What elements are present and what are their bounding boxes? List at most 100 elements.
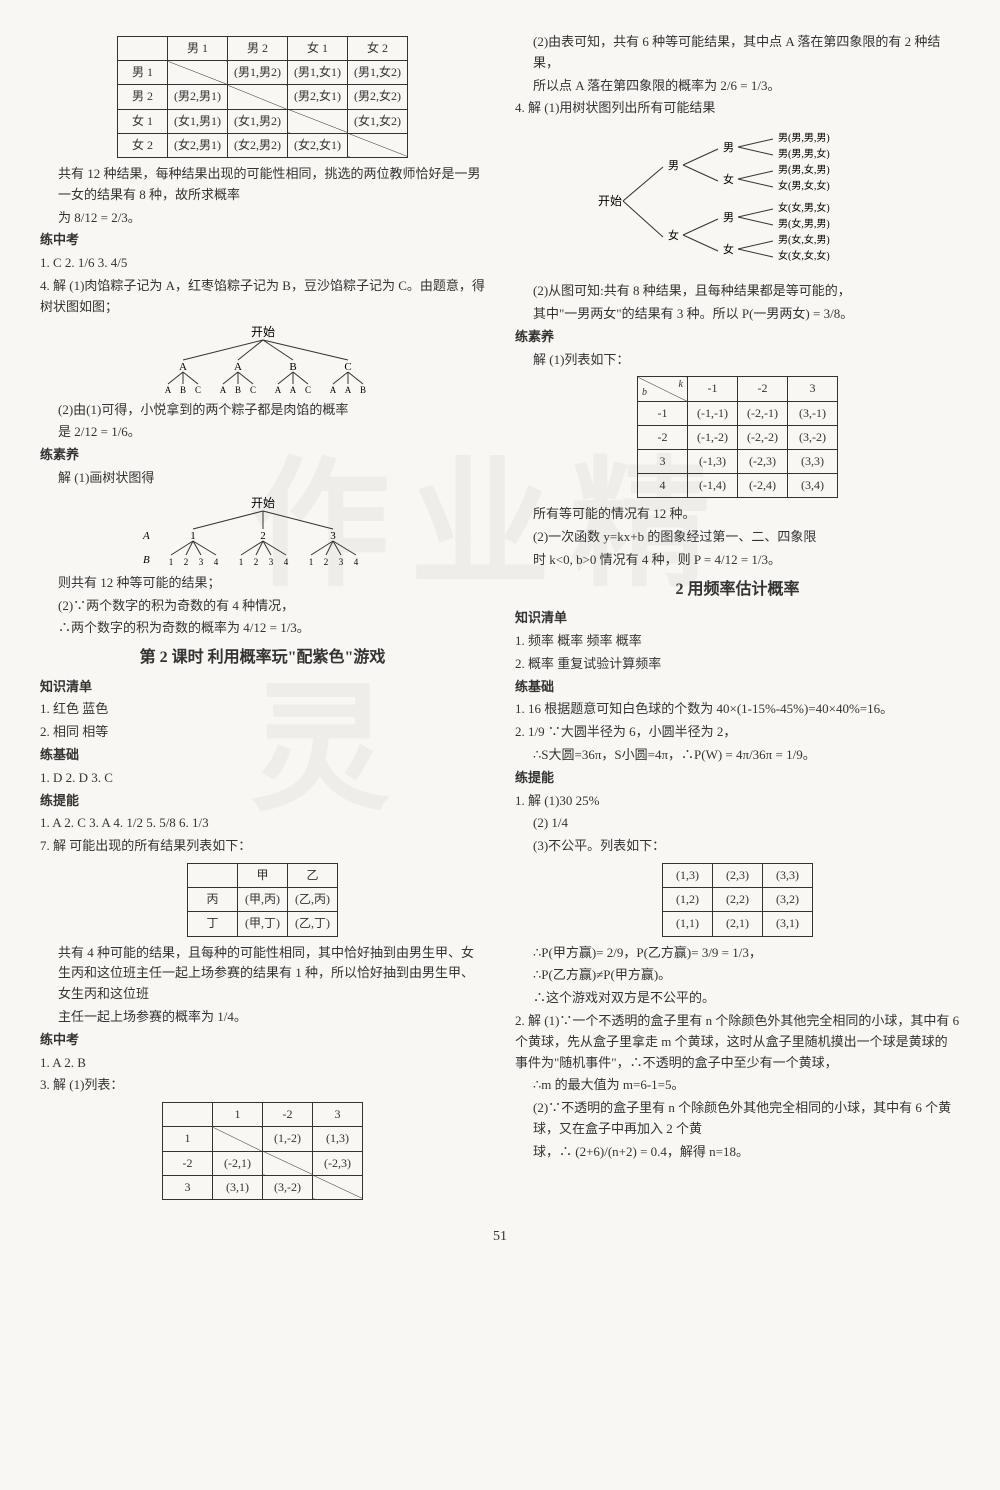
text: 共有 4 种可能的结果，且每种的可能性相同，其中恰好抽到由男生甲、女生丙和这位班… [40, 943, 485, 1005]
heading-lianzhongkao: 练中考 [40, 1030, 485, 1051]
cell: 女 1 [118, 109, 168, 133]
cell: -2 [163, 1151, 213, 1175]
table-results-3: 1 -2 3 1 (1,-2) (1,3) -2 (-2,1) (-2,3) 3… [162, 1102, 363, 1200]
cell: (3,-2) [788, 425, 838, 449]
svg-text:3: 3 [338, 557, 343, 567]
svg-text:2: 2 [183, 557, 188, 567]
text: ∴S大圆=36π，S小圆=4π，∴P(W) = 4π/36π = 1/9。 [515, 745, 960, 766]
text: ∴这个游戏对双方是不公平的。 [515, 988, 960, 1009]
text: 1. 频率 概率 频率 概率 [515, 631, 960, 652]
cell: (男2,男1) [168, 85, 228, 109]
text: 球，∴ (2+6)/(n+2) = 0.4，解得 n=18。 [515, 1142, 960, 1163]
svg-text:A: A [344, 385, 351, 394]
cell: (-2,-2) [738, 425, 788, 449]
cell: (-2,4) [738, 474, 788, 498]
svg-text:A: A [329, 385, 336, 394]
svg-text:2: 2 [323, 557, 328, 567]
text: 1. 16 根据题意可知白色球的个数为 40×(1-15%-45%)=40×40… [515, 699, 960, 720]
answer-line: 1. C 2. 1/6 3. 4/5 [40, 253, 485, 274]
cell: (-2,-1) [738, 401, 788, 425]
cell: 乙 [288, 864, 338, 888]
cell-diag [348, 133, 408, 157]
svg-text:女(男,女,女): 女(男,女,女) [778, 179, 830, 192]
section-2-title: 2 用频率估计概率 [515, 577, 960, 603]
cell: (-1,3) [688, 449, 738, 473]
tree-diagram-1: 开始 A A B C ABC ABC AAC AAB [40, 324, 485, 394]
svg-text:C: C [344, 361, 351, 373]
cell: 甲 [238, 864, 288, 888]
cell [118, 37, 168, 61]
text: 4. 解 (1)用树状图列出所有可能结果 [515, 98, 960, 119]
two-column-layout: 男 1 男 2 女 1 女 2 男 1 (男1,男2) (男1,女1) (男1,… [40, 30, 960, 1206]
heading-liansuyang: 练素养 [40, 445, 485, 466]
text: (2)一次函数 y=kx+b 的图象经过第一、二、四象限 [515, 527, 960, 548]
cell: (3,-1) [788, 401, 838, 425]
table-pairs-3x3: (1,3)(2,3)(3,3) (1,2)(2,2)(3,2) (1,1)(2,… [662, 863, 813, 937]
text: 解 (1)列表如下： [515, 350, 960, 371]
svg-text:1: 1 [168, 557, 173, 567]
cell: (甲,丁) [238, 912, 288, 936]
svg-text:A: A [164, 385, 171, 394]
text: 其中"一男两女"的结果有 3 种。所以 P(一男两女) = 3/8。 [515, 304, 960, 325]
cell: -1 [688, 377, 738, 401]
heading-liantineng: 练提能 [515, 768, 960, 789]
text: 所以点 A 落在第四象限的概率为 2/6 = 1/3。 [515, 76, 960, 97]
text: 则共有 12 种等可能的结果； [40, 573, 485, 594]
heading-lianjichu: 练基础 [40, 745, 485, 766]
cell: (女1,女2) [348, 109, 408, 133]
cell: 1 [213, 1103, 263, 1127]
svg-text:女(女,女,女): 女(女,女,女) [778, 249, 830, 262]
cell: (-2,1) [213, 1151, 263, 1175]
cell: (女2,男1) [168, 133, 228, 157]
text: 3. 解 (1)列表： [40, 1075, 485, 1096]
svg-text:男(男,男,男): 男(男,男,男) [778, 132, 830, 144]
text: ∴两个数字的积为奇数的概率为 4/12 = 1/3。 [40, 618, 485, 639]
cell: 女 2 [118, 133, 168, 157]
svg-text:C: C [194, 385, 200, 394]
page-number: 51 [40, 1226, 960, 1248]
svg-text:男(女,女,男): 男(女,女,男) [778, 233, 830, 246]
cell: 3 [313, 1103, 363, 1127]
cell: -2 [263, 1103, 313, 1127]
svg-text:4: 4 [283, 557, 288, 567]
svg-text:B: B [179, 385, 185, 394]
cell: (3,1) [763, 912, 813, 936]
cell: (2,1) [713, 912, 763, 936]
cell-diag [213, 1127, 263, 1151]
svg-text:女: 女 [668, 228, 679, 242]
cell: (男2,女2) [348, 85, 408, 109]
text: 解 (1)画树状图得 [40, 468, 485, 489]
cell: (-2,3) [738, 449, 788, 473]
cell: 男 1 [168, 37, 228, 61]
svg-text:A: A [274, 385, 281, 394]
text: 共有 12 种结果，每种结果出现的可能性相同，挑选的两位教师恰好是一男一女的结果… [40, 164, 485, 206]
text: 是 2/12 = 1/6。 [40, 422, 485, 443]
text: 1. 解 (1)30 25% [515, 791, 960, 812]
heading-liansuyang: 练素养 [515, 327, 960, 348]
svg-text:男(男,男,女): 男(男,男,女) [778, 147, 830, 160]
lesson-title: 第 2 课时 利用概率玩"配紫色"游戏 [40, 645, 485, 671]
cell: (-1,-1) [688, 401, 738, 425]
cell: 女 2 [348, 37, 408, 61]
cell: 丙 [188, 888, 238, 912]
tree-label: 开始 [250, 325, 274, 339]
cell: (1,1) [663, 912, 713, 936]
cell: (3,4) [788, 474, 838, 498]
cell: (乙,丙) [288, 888, 338, 912]
heading-liantineng: 练提能 [40, 791, 485, 812]
left-column: 男 1 男 2 女 1 女 2 男 1 (男1,男2) (男1,女1) (男1,… [40, 30, 485, 1206]
cell: (男1,女1) [288, 61, 348, 85]
svg-text:4: 4 [213, 557, 218, 567]
text: (2) 1/4 [515, 813, 960, 834]
cell: (3,2) [763, 888, 813, 912]
svg-text:男: 男 [668, 160, 679, 172]
cell-diag-kb: k b [638, 377, 688, 401]
cell: (3,3) [763, 864, 813, 888]
cell: (-2,3) [313, 1151, 363, 1175]
cell: (-1,-2) [688, 425, 738, 449]
text: (2)由(1)可得，小悦拿到的两个粽子都是肉馅的概率 [40, 400, 485, 421]
cell: (女2,女1) [288, 133, 348, 157]
cell: (3,1) [213, 1175, 263, 1199]
heading-zhishiqingdan: 知识清单 [40, 677, 485, 698]
svg-text:男(女,男,男): 男(女,男,男) [778, 217, 830, 230]
